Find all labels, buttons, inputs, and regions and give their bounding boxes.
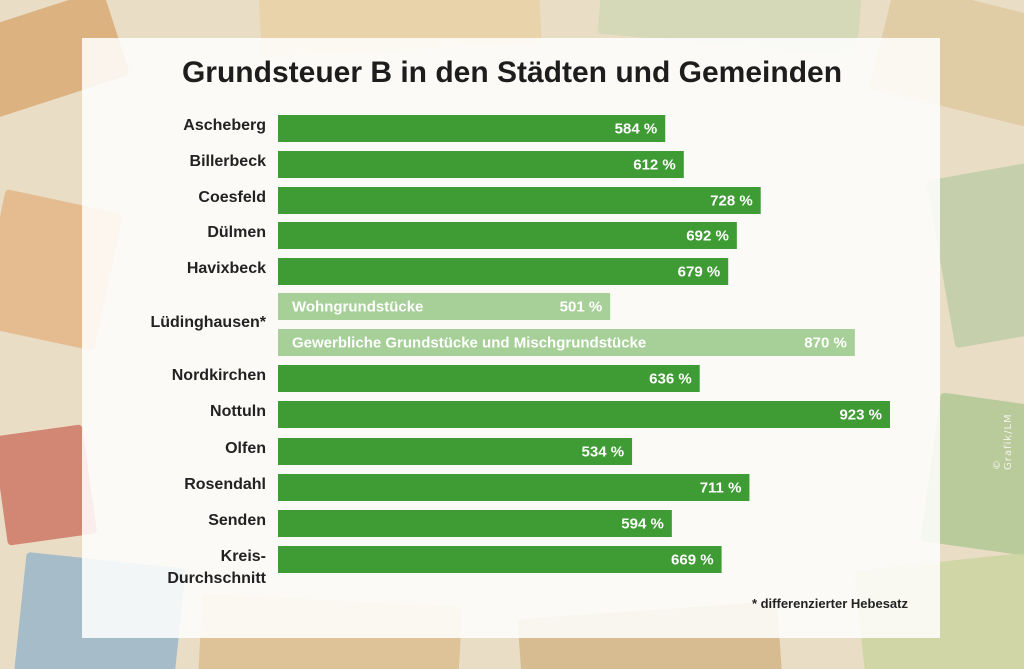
bar-value-label: 870 % xyxy=(804,335,847,352)
bar-sub-label: Wohngrundstücke xyxy=(292,299,423,316)
bar xyxy=(278,187,761,214)
bar xyxy=(278,115,666,142)
bar-value-label: 636 % xyxy=(649,371,692,388)
bar xyxy=(278,329,855,356)
category-label: Ascheberg xyxy=(183,117,266,134)
bar-value-label: 923 % xyxy=(839,407,882,424)
bar xyxy=(278,546,722,573)
image-credit: © Grafik/LM xyxy=(992,413,1014,470)
bar-sub-label: Gewerbliche Grundstücke und Mischgrundst… xyxy=(292,335,646,352)
category-label: Kreis- xyxy=(221,548,266,565)
category-label: Coesfeld xyxy=(198,189,266,206)
bar-value-label: 501 % xyxy=(560,299,603,316)
bar-value-label: 679 % xyxy=(678,264,721,281)
bar xyxy=(278,438,633,465)
category-label: Dülmen xyxy=(207,224,266,241)
bar-value-label: 711 % xyxy=(700,480,742,497)
footnote: * differenzierter Hebesatz xyxy=(751,596,908,611)
category-label: Havixbeck xyxy=(187,260,266,277)
bar-value-label: 584 % xyxy=(615,121,658,138)
category-label: Nordkirchen xyxy=(172,367,266,384)
bar xyxy=(278,151,684,178)
bar xyxy=(278,365,700,392)
bar xyxy=(278,222,737,249)
bar-value-label: 669 % xyxy=(671,552,714,569)
bar-value-label: 534 % xyxy=(582,444,625,461)
category-label: Senden xyxy=(208,512,266,529)
category-label: Olfen xyxy=(225,440,266,457)
category-label: Nottuln xyxy=(210,403,266,420)
bar xyxy=(278,474,750,501)
bar-value-label: 594 % xyxy=(621,516,664,533)
bar xyxy=(278,401,890,428)
category-label: Billerbeck xyxy=(190,153,267,170)
chart-title: Grundsteuer B in den Städten und Gemeind… xyxy=(181,56,843,89)
bar-value-label: 728 % xyxy=(710,193,753,210)
bar xyxy=(278,293,611,320)
bar xyxy=(278,258,729,285)
category-label: Lüdinghausen* xyxy=(150,314,266,331)
category-label: Rosendahl xyxy=(184,476,266,493)
bar-value-label: 692 % xyxy=(686,228,729,245)
category-label: Durchschnitt xyxy=(167,570,266,587)
bar-value-label: 612 % xyxy=(633,157,676,174)
bar xyxy=(278,510,672,537)
